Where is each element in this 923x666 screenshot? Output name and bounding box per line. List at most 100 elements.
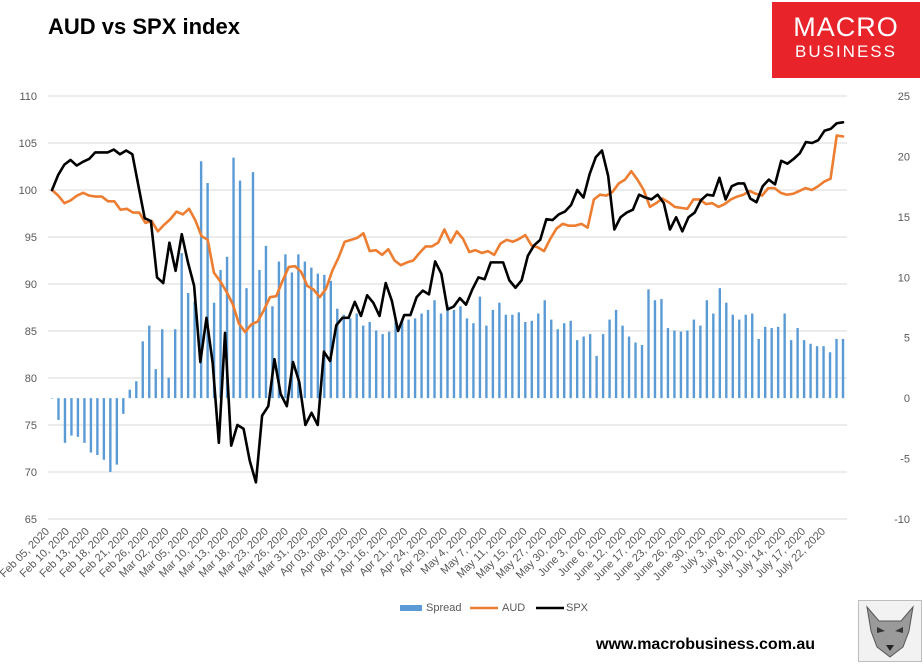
right-axis: -10 -5 0 5 10 15 20 25 xyxy=(894,91,910,526)
wolf-logo-image xyxy=(858,600,922,662)
spread-bar xyxy=(478,296,482,399)
right-axis-tick-label: 10 xyxy=(898,272,910,284)
logo-line-2: BUSINESS xyxy=(795,42,897,61)
spread-bar xyxy=(738,319,741,399)
left-axis-tick-label: 70 xyxy=(25,467,37,479)
spread-bar xyxy=(465,318,469,399)
spread-bar xyxy=(679,331,683,399)
spread-bar xyxy=(303,261,307,399)
spread-bar xyxy=(310,267,313,399)
spread-bar xyxy=(712,313,715,399)
spread-bar xyxy=(387,331,391,399)
spread-bar xyxy=(316,273,320,399)
spread-bar xyxy=(776,326,780,399)
spread-bar xyxy=(336,308,339,399)
spread-bar xyxy=(614,309,618,399)
spread-bar xyxy=(770,328,773,399)
left-axis: 65 70 75 80 85 90 95 100 105 110 xyxy=(19,91,37,526)
spread-bar xyxy=(828,352,832,399)
right-axis-tick-label: 0 xyxy=(904,393,910,405)
spread-bar xyxy=(835,338,838,399)
spread-bar xyxy=(511,314,514,399)
spread-bar xyxy=(452,309,456,399)
spread-bar xyxy=(413,318,417,399)
spread-bar xyxy=(63,398,67,443)
spread-bar xyxy=(757,338,760,399)
spread-bar xyxy=(751,313,754,399)
spread-bar xyxy=(433,300,436,399)
spread-bar xyxy=(485,325,488,399)
spread-bar xyxy=(601,334,605,399)
spread-bar xyxy=(608,319,611,399)
spread-bar xyxy=(141,341,144,399)
spread-bar xyxy=(323,274,326,399)
spread-bar xyxy=(212,302,216,399)
left-axis-tick-label: 105 xyxy=(19,138,37,150)
logo-line-1: MACRO xyxy=(793,12,899,42)
spread-bar xyxy=(725,302,728,399)
spread-bar xyxy=(148,325,151,399)
spread-bar xyxy=(660,299,663,399)
right-axis-tick-label: 20 xyxy=(898,151,910,163)
chart-title: AUD vs SPX index xyxy=(48,14,240,39)
spread-bar xyxy=(653,300,657,399)
spread-bar xyxy=(569,320,572,399)
left-axis-tick-label: 100 xyxy=(19,185,37,197)
spread-bar xyxy=(199,161,203,399)
spread-bar xyxy=(154,369,157,399)
spread-bar xyxy=(764,326,767,399)
spread-bar xyxy=(498,302,501,399)
spread-bar xyxy=(686,330,689,399)
spread-bar xyxy=(180,253,183,399)
spread-bar xyxy=(57,398,60,420)
spread-bar xyxy=(271,306,274,399)
spread-bar xyxy=(491,309,495,399)
spread-bar xyxy=(232,157,235,399)
aud-line xyxy=(50,134,845,334)
spread-bar xyxy=(206,183,209,399)
spread-bar xyxy=(446,305,449,399)
spread-bar xyxy=(744,314,747,399)
spread-bar xyxy=(563,323,566,399)
left-axis-tick-label: 75 xyxy=(25,420,37,432)
spread-bar xyxy=(841,338,845,399)
spread-bar xyxy=(627,336,631,399)
spread-bar xyxy=(96,398,99,455)
spread-bar xyxy=(70,398,73,436)
spread-bar xyxy=(439,313,443,399)
spread-bar xyxy=(277,261,281,399)
spread-bar xyxy=(802,340,806,399)
legend-swatch-spread xyxy=(400,605,422,611)
spread-bar xyxy=(89,398,93,453)
left-axis-tick-label: 95 xyxy=(25,232,37,244)
spread-bar xyxy=(815,346,819,399)
spread-bar xyxy=(297,254,300,399)
legend-label-spread: Spread xyxy=(426,602,461,614)
spread-bar xyxy=(640,344,644,399)
spread-bar xyxy=(822,346,825,399)
spread-bar xyxy=(245,288,248,399)
spread-bar xyxy=(349,318,352,399)
spread-bar xyxy=(575,340,579,399)
spread-bar xyxy=(225,256,229,399)
spread-bar xyxy=(621,325,624,399)
spread-bar xyxy=(796,328,799,399)
spread-bar xyxy=(699,325,702,399)
left-axis-tick-label: 80 xyxy=(25,373,37,385)
spread-bar xyxy=(550,319,553,399)
spread-bar xyxy=(394,319,397,399)
right-axis-tick-label: -10 xyxy=(894,514,910,526)
left-axis-tick-label: 90 xyxy=(25,279,37,291)
spread-bar xyxy=(459,306,462,399)
spread-bar xyxy=(556,329,559,399)
right-axis-tick-label: 15 xyxy=(898,212,910,224)
legend-label-aud: AUD xyxy=(502,602,525,614)
spread-bar xyxy=(76,398,80,437)
legend-label-spx: SPX xyxy=(566,602,589,614)
spread-bar xyxy=(115,398,119,465)
spread-bar xyxy=(524,322,527,399)
spread-bar xyxy=(135,381,138,399)
spread-bar xyxy=(264,245,268,399)
